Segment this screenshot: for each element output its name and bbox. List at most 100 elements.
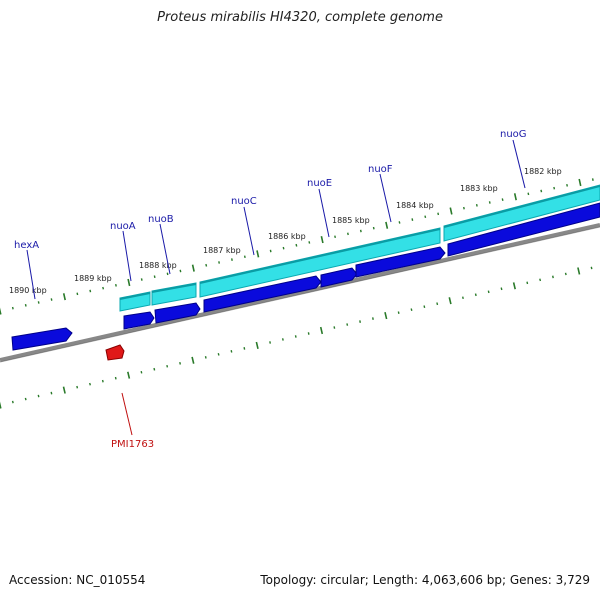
outer-ring-major-tick bbox=[256, 250, 260, 258]
inner-ring-minor-tick bbox=[410, 308, 413, 311]
outer-tick-ring bbox=[0, 178, 594, 315]
gene-PMI1763[interactable] bbox=[105, 344, 125, 361]
inner-ring-minor-tick bbox=[359, 320, 361, 323]
outer-ring-minor-tick bbox=[372, 226, 375, 230]
outer-ring-minor-tick bbox=[243, 255, 246, 259]
scale-label-1886: 1886 kbp bbox=[268, 232, 306, 241]
outer-ring-minor-tick bbox=[334, 235, 336, 239]
gene-labels: hexA nuoA nuoB nuoC nuoE nuoF nuoG PMI17… bbox=[14, 129, 527, 450]
cds-track bbox=[11, 202, 600, 351]
genome-summary-text: Topology: circular; Length: 4,063,606 bp… bbox=[260, 573, 590, 587]
inner-ring-minor-tick bbox=[179, 361, 181, 365]
outer-ring-minor-tick bbox=[179, 269, 182, 273]
inner-ring-major-tick bbox=[319, 326, 324, 335]
inner-ring-minor-tick bbox=[37, 394, 40, 398]
outer-ring-minor-tick bbox=[475, 203, 478, 207]
label-nuoC[interactable]: nuoC bbox=[231, 196, 257, 207]
inner-ring-minor-tick bbox=[372, 317, 374, 320]
outer-ring-minor-tick bbox=[76, 292, 79, 296]
cds-nuoF[interactable] bbox=[355, 246, 446, 278]
outer-ring-minor-tick bbox=[37, 301, 40, 304]
leader-hexA bbox=[26, 249, 36, 300]
outer-ring-minor-tick bbox=[50, 298, 53, 301]
leader-nuoG bbox=[512, 139, 526, 189]
cds-nuoC[interactable] bbox=[203, 275, 322, 313]
inner-ring-major-tick bbox=[255, 341, 259, 349]
label-hexA[interactable]: hexA bbox=[14, 240, 39, 251]
inner-ring-minor-tick bbox=[552, 275, 554, 279]
scale-label-1889: 1889 kbp bbox=[74, 274, 112, 283]
inner-ring-major-tick bbox=[384, 312, 388, 320]
scale-label-1890: 1890 kbp bbox=[9, 286, 47, 295]
label-nuoE[interactable]: nuoE bbox=[307, 178, 332, 189]
gene-nuoB[interactable] bbox=[151, 282, 197, 306]
outer-ring-major-tick bbox=[0, 307, 2, 315]
outer-ring-minor-tick bbox=[553, 186, 556, 190]
outer-ring-major-tick bbox=[578, 178, 582, 187]
inner-ring-minor-tick bbox=[590, 266, 593, 270]
outer-ring-major-tick bbox=[449, 207, 453, 215]
label-nuoA[interactable]: nuoA bbox=[110, 221, 136, 232]
outer-ring-major-tick bbox=[513, 193, 517, 201]
outer-ring-minor-tick bbox=[282, 246, 285, 250]
inner-ring-minor-tick bbox=[294, 335, 297, 338]
accession-text: Accession: NC_010554 bbox=[9, 573, 146, 587]
gene-track bbox=[119, 184, 600, 312]
inner-ring-minor-tick bbox=[217, 353, 220, 356]
inner-ring-minor-tick bbox=[166, 364, 169, 368]
label-leaders bbox=[26, 139, 526, 436]
outer-ring-minor-tick bbox=[411, 218, 414, 221]
label-nuoF[interactable]: nuoF bbox=[368, 164, 393, 175]
inner-ring-major-tick bbox=[448, 297, 452, 305]
outer-ring-minor-tick bbox=[359, 229, 362, 233]
outer-ring-minor-tick bbox=[295, 243, 298, 247]
label-nuoG[interactable]: nuoG bbox=[500, 129, 527, 140]
outer-ring-minor-tick bbox=[115, 283, 117, 287]
cds-hexA[interactable] bbox=[11, 327, 73, 351]
outer-ring-major-tick bbox=[191, 264, 195, 272]
scale-label-1887: 1887 kbp bbox=[203, 246, 241, 255]
inner-ring-minor-tick bbox=[153, 367, 156, 371]
outer-ring-minor-tick bbox=[488, 201, 491, 204]
outer-ring-major-tick bbox=[320, 236, 324, 244]
leader-PMI1763 bbox=[121, 392, 133, 436]
outer-ring-minor-tick bbox=[540, 189, 543, 193]
leader-nuoF bbox=[379, 173, 392, 223]
map-title: Proteus mirabilis HI4320, complete genom… bbox=[157, 10, 443, 25]
scale-labels: 1890 kbp 1889 kbp 1888 kbp 1887 kbp 1886… bbox=[9, 167, 562, 295]
leader-nuoC bbox=[243, 206, 255, 256]
label-nuoB[interactable]: nuoB bbox=[148, 214, 174, 225]
outer-ring-minor-tick bbox=[218, 261, 220, 264]
outer-ring-minor-tick bbox=[140, 278, 143, 281]
cds-nuoB[interactable] bbox=[154, 302, 201, 324]
outer-ring-minor-tick bbox=[501, 198, 504, 201]
cds-nuoA[interactable] bbox=[123, 311, 155, 330]
outer-ring-minor-tick bbox=[527, 192, 530, 196]
gene-band-highlight bbox=[119, 185, 600, 300]
leader-nuoA bbox=[122, 230, 132, 282]
inner-ring-minor-tick bbox=[307, 332, 310, 335]
cds-nuoG[interactable] bbox=[447, 202, 600, 257]
outer-ring-minor-tick bbox=[166, 272, 169, 276]
inner-ring-minor-tick bbox=[397, 311, 400, 314]
outer-ring-minor-tick bbox=[89, 289, 92, 293]
inner-ring-minor-tick bbox=[269, 341, 271, 344]
inner-ring-minor-tick bbox=[500, 287, 503, 291]
outer-ring-minor-tick bbox=[463, 206, 465, 210]
outer-ring-minor-tick bbox=[398, 221, 401, 224]
inner-ring-minor-tick bbox=[114, 376, 117, 380]
scale-label-1883: 1883 kbp bbox=[460, 184, 498, 193]
leader-nuoE bbox=[318, 188, 330, 238]
inner-ring-minor-tick bbox=[474, 293, 477, 297]
scale-label-1888: 1888 kbp bbox=[139, 261, 177, 270]
inner-ring-minor-tick bbox=[24, 397, 27, 401]
inner-ring-minor-tick bbox=[564, 272, 567, 276]
label-PMI1763[interactable]: PMI1763 bbox=[111, 439, 154, 450]
cds-nuoE[interactable] bbox=[320, 267, 358, 288]
outer-ring-minor-tick bbox=[347, 232, 349, 236]
inner-ring-minor-tick bbox=[50, 391, 53, 395]
outer-ring-minor-tick bbox=[102, 286, 105, 290]
outer-ring-minor-tick bbox=[269, 249, 272, 253]
inner-tick-ring bbox=[0, 266, 593, 409]
